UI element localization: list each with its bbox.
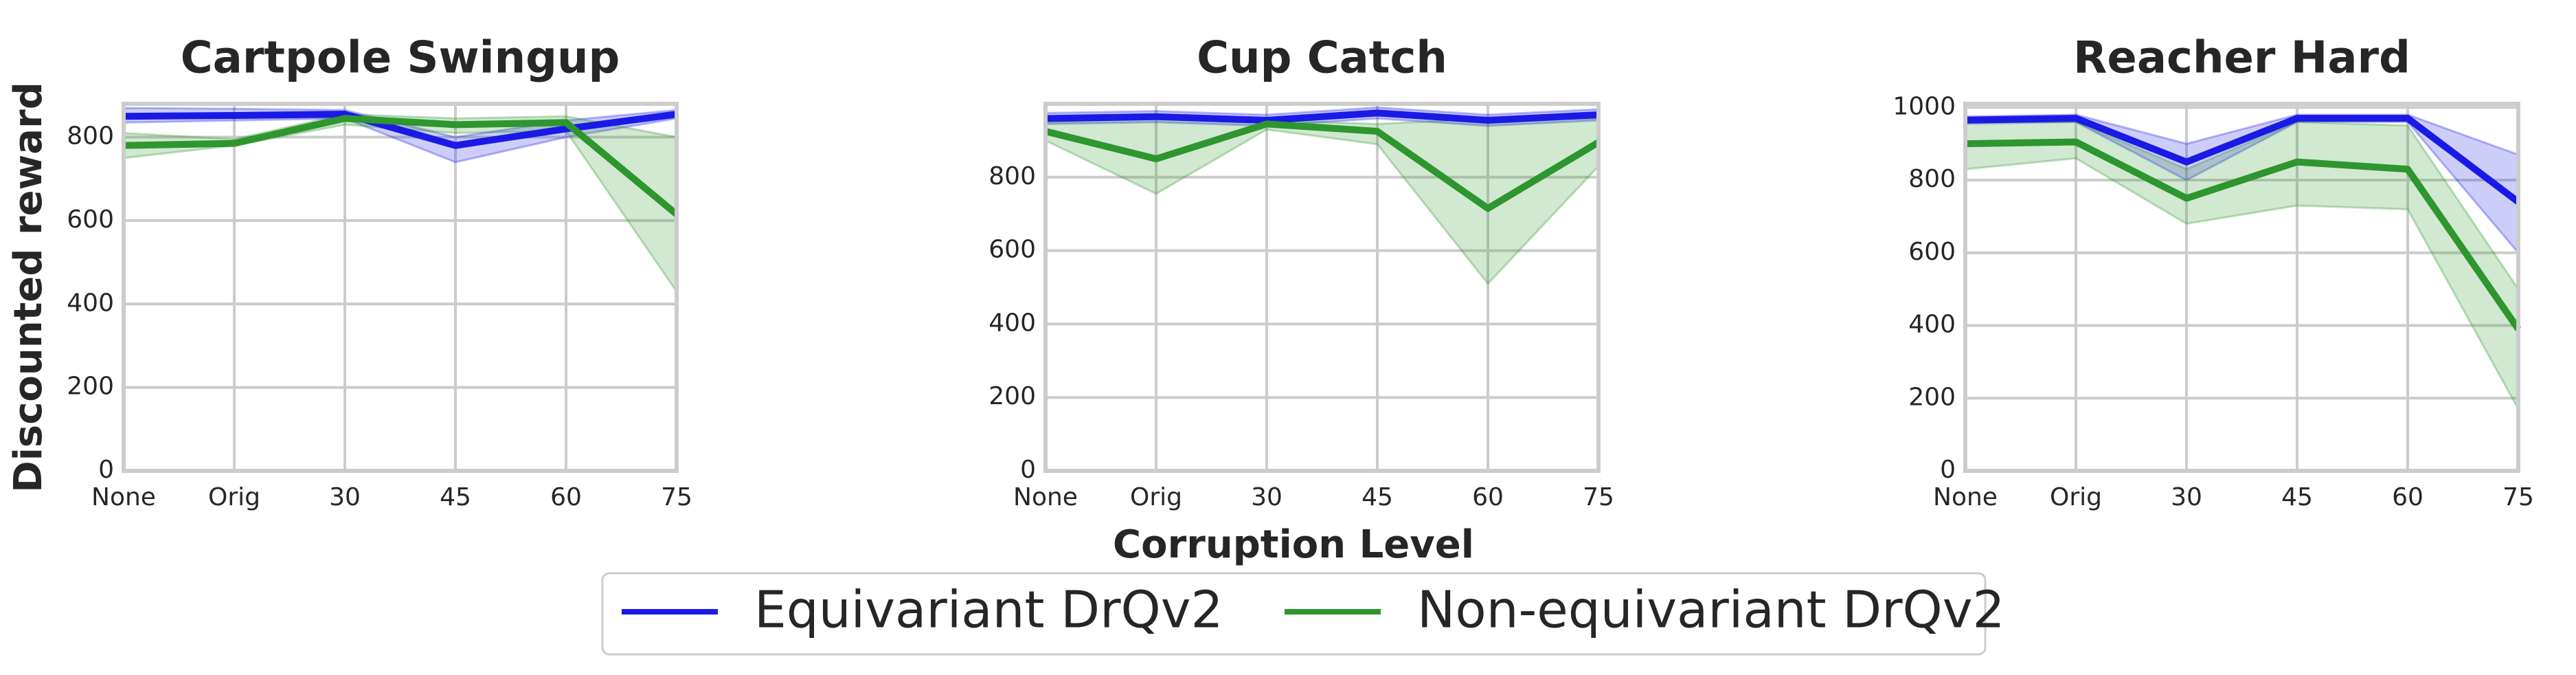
series-line <box>123 115 679 217</box>
series-line <box>1045 109 1599 124</box>
x-axis-label: Corruption Level <box>1113 522 1474 567</box>
chart-title: Cartpole Swingup <box>181 33 620 84</box>
x-tick-label: 60 <box>550 483 582 511</box>
y-tick-label: 400 <box>988 309 1036 337</box>
x-tick-label: 45 <box>1362 483 1393 511</box>
y-tick-label: 400 <box>67 289 114 317</box>
x-tick-label: 45 <box>2281 483 2313 511</box>
y-tick-label: 800 <box>988 162 1036 190</box>
x-tick-label: Orig <box>208 483 260 511</box>
y-tick-label: 800 <box>67 122 114 151</box>
axes-frame <box>1963 102 2520 473</box>
x-tick-label: 60 <box>2392 483 2424 511</box>
y-tick-label: 600 <box>1908 238 1956 266</box>
y-tick-label: 200 <box>1908 383 1956 411</box>
axes-frame <box>1043 102 1601 473</box>
y-tick-label: 0 <box>98 456 114 484</box>
x-tick-label: None <box>91 483 156 511</box>
x-tick-label: 60 <box>1472 483 1504 511</box>
y-tick-label: 200 <box>988 382 1036 410</box>
plot-area <box>1965 104 2518 471</box>
series-line <box>1965 115 2521 205</box>
x-tick-label: 30 <box>329 483 361 511</box>
y-tick-label: 600 <box>67 206 114 234</box>
x-tick-label: None <box>1013 483 1078 511</box>
axes-frame <box>122 102 679 473</box>
x-tick-label: 30 <box>2171 483 2202 511</box>
series-line <box>123 111 677 149</box>
y-tick-label: 0 <box>1940 456 1956 484</box>
series-line <box>1044 120 1601 212</box>
chart-title: Reacher Hard <box>2073 33 2410 84</box>
plot-area <box>1046 104 1598 471</box>
y-tick-label: 400 <box>1908 311 1956 339</box>
x-tick-label: 75 <box>661 483 692 511</box>
series-line <box>1965 138 2522 331</box>
y-tick-label: 0 <box>1020 456 1036 484</box>
plot-area <box>124 104 677 471</box>
x-tick-label: Orig <box>2050 483 2102 511</box>
y-tick-label: 200 <box>67 373 114 401</box>
y-tick-label: 600 <box>988 236 1036 264</box>
x-tick-label: 45 <box>440 483 471 511</box>
legend-label: Equivariant DrQv2 <box>754 581 1223 640</box>
x-tick-label: 30 <box>1251 483 1283 511</box>
x-tick-label: None <box>1933 483 1998 511</box>
y-tick-label: 800 <box>1908 165 1956 193</box>
x-tick-label: 75 <box>1583 483 1614 511</box>
y-axis-label: Discounted reward <box>6 82 51 493</box>
legend-label: Non-equivariant DrQv2 <box>1417 581 2005 640</box>
y-tick-label: 1000 <box>1893 92 1956 120</box>
chart-title: Cup Catch <box>1197 33 1447 84</box>
x-tick-label: 75 <box>2502 483 2534 511</box>
x-tick-label: Orig <box>1130 483 1182 511</box>
